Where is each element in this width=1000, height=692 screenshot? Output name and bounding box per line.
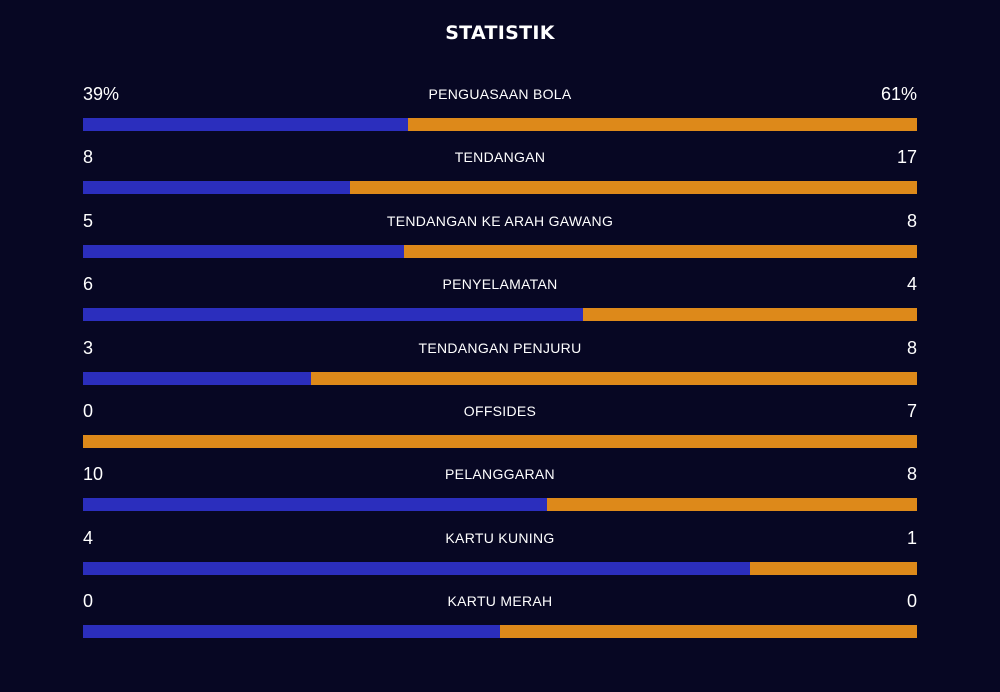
comparison-bar [83,371,917,385]
stat-label: PELANGGARAN [445,466,555,483]
stat-row-offsides: 0 OFFSIDES 7 [83,397,917,460]
stat-header: 3 TENDANGAN PENJURU 8 [83,334,917,372]
away-value: 4 [906,274,917,295]
stat-row-yellow-cards: 4 KARTU KUNING 1 [83,524,917,587]
stat-label: TENDANGAN [454,149,546,166]
home-bar-fill [83,244,405,258]
home-bar-fill [83,625,500,639]
away-value: 8 [906,464,917,485]
comparison-bar [83,118,917,131]
stat-row-shots-on-target: 5 TENDANGAN KE ARAH GAWANG 8 [83,207,917,270]
stat-header: 0 KARTU MERAH 0 [83,587,917,625]
home-value: 0 [83,591,94,612]
stat-header: 6 PENYELAMATAN 4 [83,270,917,308]
stat-label: PENYELAMATAN [442,276,558,293]
away-value: 61% [880,84,917,104]
comparison-bar [83,308,917,322]
home-bar-fill [83,561,751,575]
home-value: 3 [83,337,94,358]
stat-row-ball-possession: 39% PENGUASAAN BOLA 61% [83,80,917,143]
comparison-bar [83,561,917,575]
comparison-bar [83,498,917,512]
stat-header: 4 KARTU KUNING 1 [83,524,917,562]
comparison-bar [83,625,917,639]
stat-label: TENDANGAN KE ARAH GAWANG [386,212,614,229]
home-bar-fill [83,371,311,385]
stat-header: 0 OFFSIDES 7 [83,397,917,435]
stat-header: 39% PENGUASAAN BOLA 61% [83,80,917,118]
comparison-bar [83,181,917,195]
stat-label: PENGUASAAN BOLA [428,86,572,102]
stat-label: OFFSIDES [463,402,537,419]
home-bar-fill [83,498,547,512]
stat-row-red-cards: 0 KARTU MERAH 0 [83,587,917,650]
home-value: 0 [83,400,94,421]
home-value: 5 [83,210,94,231]
stat-row-corners: 3 TENDANGAN PENJURU 8 [83,334,917,397]
home-value: 10 [83,464,104,485]
home-value: 39% [83,84,120,104]
stat-row-fouls: 10 PELANGGARAN 8 [83,460,917,523]
home-bar-fill [83,308,584,322]
stat-row-saves: 6 PENYELAMATAN 4 [83,270,917,333]
stat-header: 10 PELANGGARAN 8 [83,460,917,498]
home-bar-fill [83,181,350,195]
home-bar-fill [83,118,409,131]
stats-list: 39% PENGUASAAN BOLA 61% 8 TENDANGAN 17 5… [83,80,917,651]
stat-label: KARTU MERAH [447,593,553,610]
page-title: STATISTIK [445,22,555,44]
stat-header: 5 TENDANGAN KE ARAH GAWANG 8 [83,207,917,245]
stat-row-shots: 8 TENDANGAN 17 [83,143,917,206]
away-value: 7 [906,400,917,421]
stat-header: 8 TENDANGAN 17 [83,143,917,181]
away-value: 0 [906,591,917,612]
stat-label: TENDANGAN PENJURU [418,339,582,356]
away-value: 17 [896,147,917,168]
away-value: 1 [906,527,917,548]
comparison-bar [83,434,917,448]
home-value: 8 [83,147,94,168]
stat-label: KARTU KUNING [445,529,555,546]
home-value: 4 [83,527,94,548]
away-value: 8 [906,210,917,231]
home-value: 6 [83,274,94,295]
away-value: 8 [906,337,917,358]
comparison-bar [83,244,917,258]
